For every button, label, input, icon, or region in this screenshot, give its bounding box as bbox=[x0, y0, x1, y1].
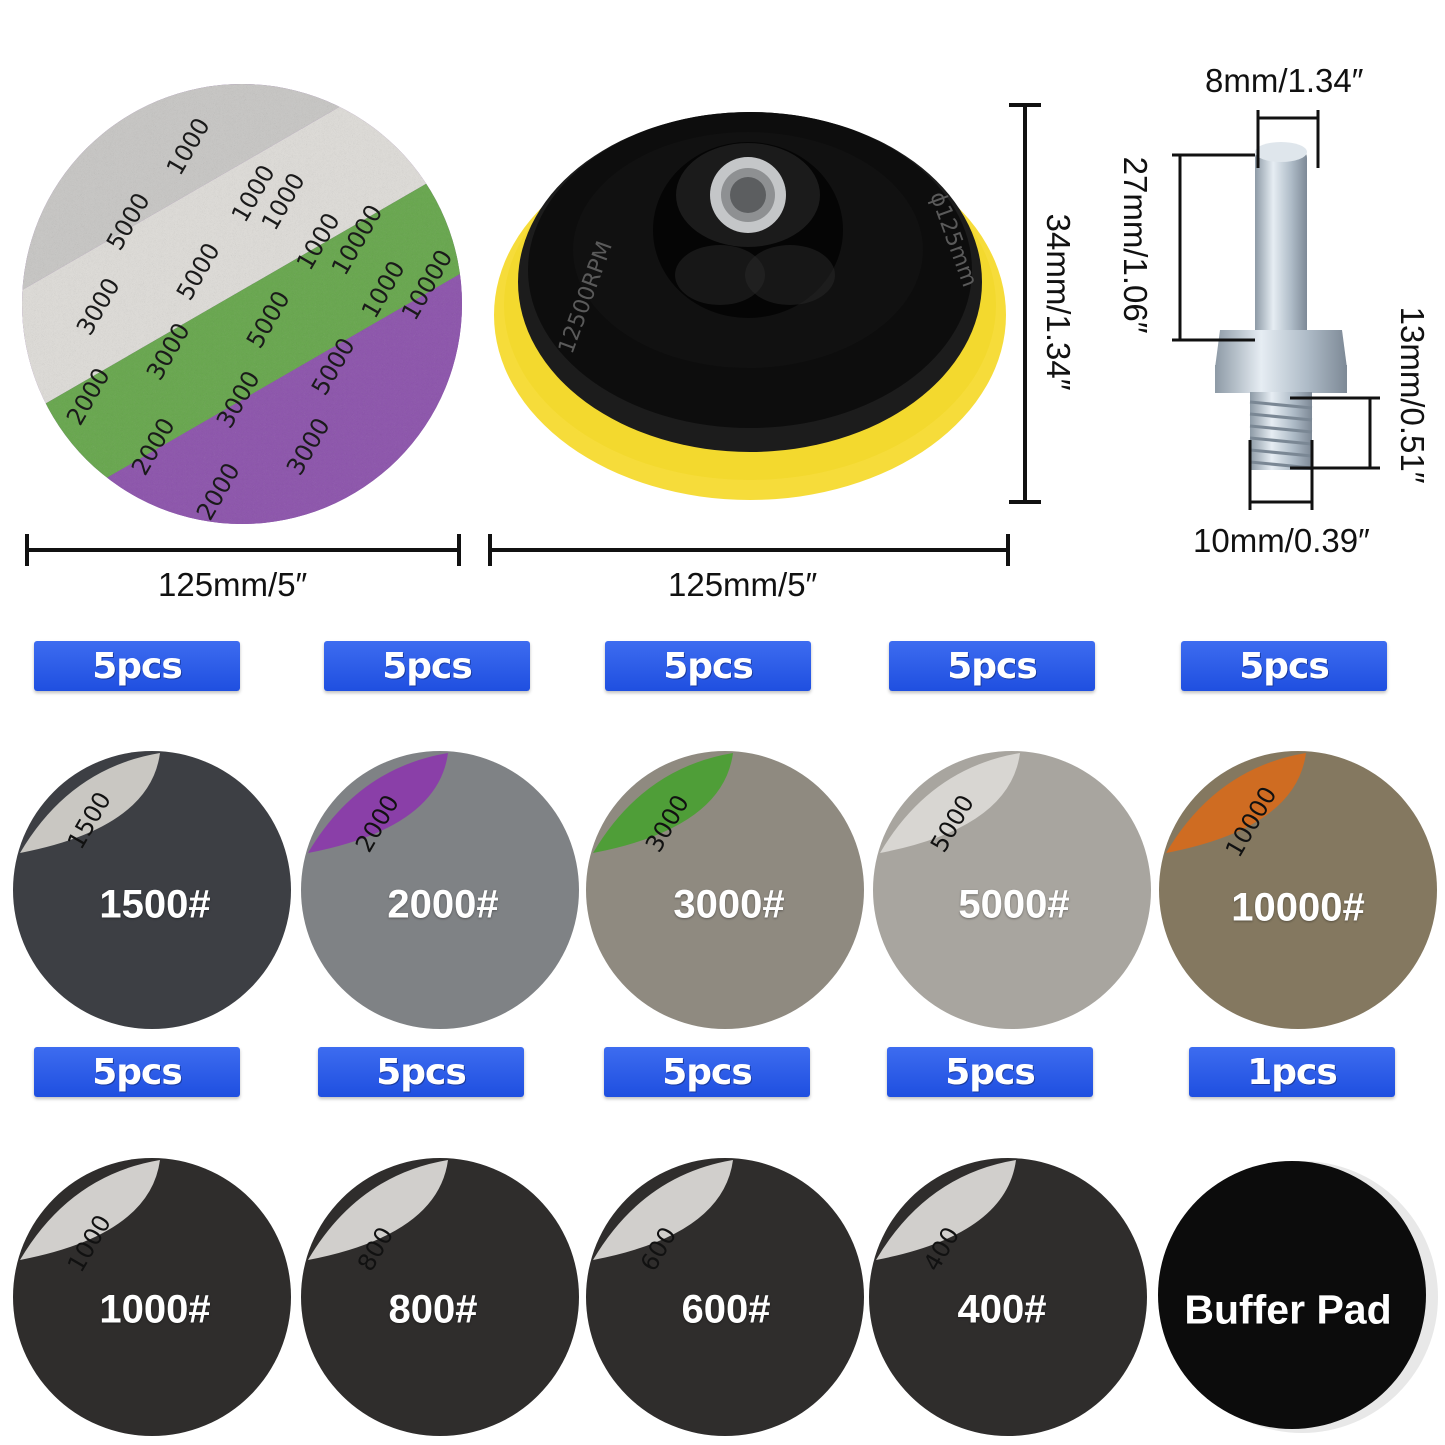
disc-400 bbox=[869, 1158, 1147, 1436]
disc-10000 bbox=[1159, 751, 1437, 1029]
qty-badge-1000: 5pcs bbox=[34, 1047, 240, 1097]
drill-shank-image bbox=[1172, 110, 1380, 510]
disc-3000 bbox=[586, 751, 864, 1029]
shank-diameter-label: 8mm/1.34″ bbox=[1205, 62, 1364, 99]
grit-label-800: 800# bbox=[388, 1287, 478, 1332]
pad-height-label: 34mm/1.34″ bbox=[1040, 213, 1077, 391]
grit-label-1000: 1000# bbox=[99, 1287, 211, 1332]
pad-height-dimension-line bbox=[1009, 103, 1041, 504]
qty-badge-800: 5pcs bbox=[318, 1047, 524, 1097]
qty-badge-1500: 5pcs bbox=[34, 641, 240, 691]
qty-badge-buffer-pad: 1pcs bbox=[1189, 1047, 1395, 1097]
buffer-pad-disc bbox=[1158, 1161, 1438, 1433]
grit-label-600: 600# bbox=[681, 1287, 771, 1332]
grit-label-5000: 5000# bbox=[958, 882, 1070, 927]
row1-discs bbox=[13, 751, 1437, 1029]
disc-2000 bbox=[301, 751, 579, 1029]
qty-badge-3000: 5pcs bbox=[605, 641, 811, 691]
qty-badge-10000: 5pcs bbox=[1181, 641, 1387, 691]
pad-width-dimension-line bbox=[488, 534, 1010, 566]
disc-5000 bbox=[873, 751, 1151, 1029]
disc-800 bbox=[301, 1158, 579, 1436]
multi-grit-disc-image: 1000 10000 10000 1000 1000 1000 1000 500… bbox=[22, 84, 462, 524]
qty-badge-2000: 5pcs bbox=[324, 641, 530, 691]
qty-badge-5000: 5pcs bbox=[889, 641, 1095, 691]
grit-label-3000: 3000# bbox=[673, 882, 785, 927]
grit-label-1500: 1500# bbox=[99, 882, 211, 927]
grit-label-10000: 10000# bbox=[1231, 885, 1365, 930]
disc-1500 bbox=[13, 751, 291, 1029]
shank-length-label: 27mm/1.06″ bbox=[1117, 156, 1154, 334]
disc-width-label: 125mm/5″ bbox=[158, 566, 308, 603]
disc-600 bbox=[586, 1158, 864, 1436]
disc-width-dimension-line bbox=[25, 534, 461, 566]
grit-label-2000: 2000# bbox=[387, 882, 499, 927]
backing-pad-image: 12500RPM ϕ125mm bbox=[494, 112, 1006, 500]
pad-width-label: 125mm/5″ bbox=[668, 566, 818, 603]
grit-label-400: 400# bbox=[957, 1287, 1047, 1332]
qty-badge-600: 5pcs bbox=[604, 1047, 810, 1097]
row2-discs bbox=[13, 1158, 1438, 1436]
thread-diameter-label: 10mm/0.39″ bbox=[1193, 522, 1370, 559]
qty-badge-400: 5pcs bbox=[887, 1047, 1093, 1097]
thread-length-label: 13mm/0.51″ bbox=[1394, 306, 1431, 484]
buffer-pad-label: Buffer Pad bbox=[1184, 1286, 1392, 1333]
disc-1000 bbox=[13, 1158, 291, 1436]
